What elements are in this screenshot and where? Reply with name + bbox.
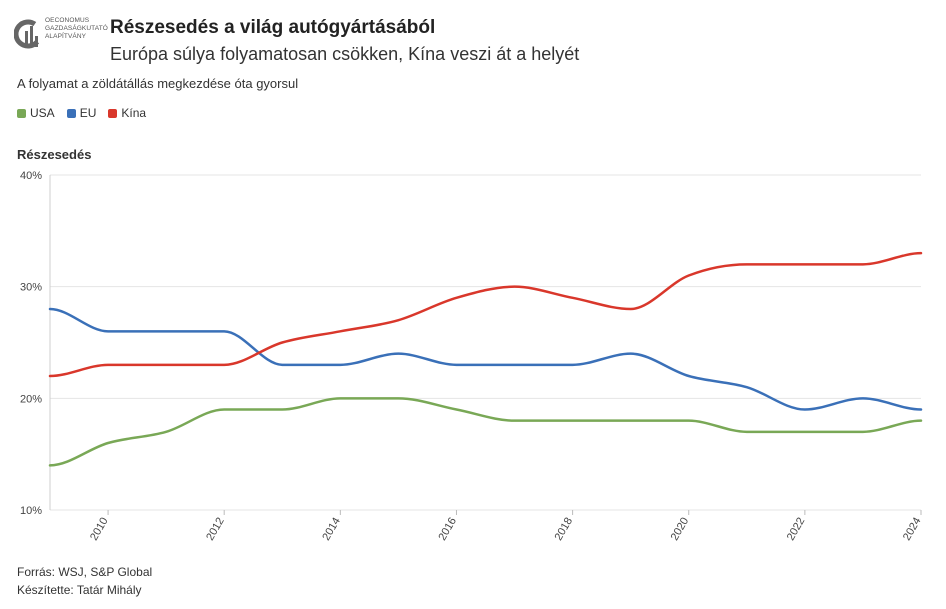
chart-subtitle: Európa súlya folyamatosan csökken, Kína … (110, 44, 580, 64)
footer: Forrás: WSJ, S&P Global Készítette: Tatá… (17, 563, 152, 599)
legend-swatch-eu (66, 108, 76, 118)
logo-text: OECONOMUS GAZDASÁGKUTATÓ ALAPÍTVÁNY (45, 17, 108, 41)
legend-swatch-usa (17, 108, 26, 118)
chart-note: A folyamat a zöldátállás megkezdése óta … (17, 76, 299, 91)
logo: OECONOMUS GAZDASÁGKUTATÓ ALAPÍTVÁNY (13, 14, 114, 60)
y-tick-label: 20% (20, 393, 42, 405)
x-tick-label: 2024 (901, 516, 924, 543)
legend-label-usa: USA (30, 106, 55, 120)
legend-label-eu: EU (79, 106, 97, 120)
y-tick-label: 40% (20, 170, 42, 182)
x-tick-label: 2016 (436, 516, 459, 543)
y-tick-label: 10% (20, 505, 42, 517)
legend-item-kina[interactable]: Kína (108, 106, 146, 120)
legend-item-eu[interactable]: EU (66, 106, 97, 120)
series-line-usa (48, 397, 923, 467)
legend-swatch-kina (108, 108, 118, 118)
line-chart: 10% 20% 30% 40% 2010 2012 2014 2016 2018 2020 2022… (20, 170, 924, 543)
chart-bars-logo-icon (13, 19, 43, 49)
legend-item-usa[interactable]: USA (17, 106, 55, 120)
x-tick-label: 2012 (204, 516, 227, 543)
x-tick-label: 2020 (669, 516, 692, 543)
x-tick-label: 2022 (785, 516, 808, 543)
logo-line: ALAPÍTVÁNY (45, 33, 87, 40)
x-tick-label: 2014 (320, 516, 343, 543)
series-line-eu (48, 307, 923, 411)
x-tick-label: 2010 (88, 516, 111, 543)
source-text: Forrás: WSJ, S&P Global (17, 565, 153, 579)
chart-title: Részesedés a világ autógyártásából (110, 17, 436, 38)
x-tick-label: 2018 (553, 516, 576, 543)
author-text: Készítette: Tatár Mihály (17, 583, 142, 597)
legend: USA EU Kína (17, 106, 146, 120)
logo-line: OECONOMUS (45, 17, 90, 24)
logo-line: GAZDASÁGKUTATÓ (45, 25, 108, 32)
series-line-kina (48, 251, 923, 378)
y-tick-label: 30% (20, 282, 42, 294)
legend-label-kina: Kína (121, 106, 147, 120)
y-axis-title: Részesedés (17, 147, 92, 162)
